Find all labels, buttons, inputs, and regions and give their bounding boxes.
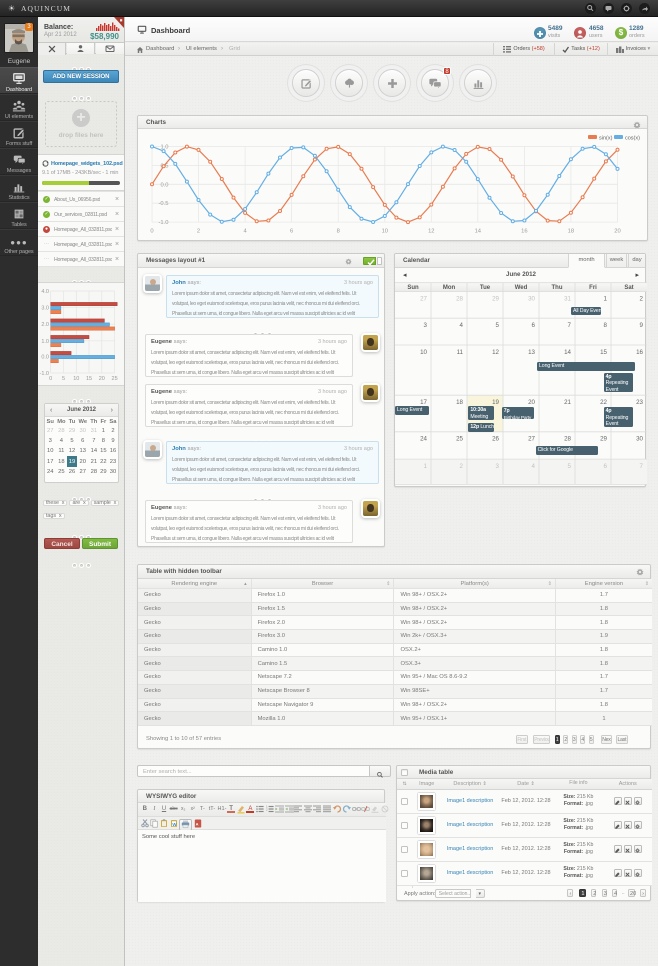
svg-text:1: 1 bbox=[266, 805, 268, 809]
svg-text:24: 24 bbox=[420, 436, 427, 443]
svg-text:23: 23 bbox=[636, 399, 643, 406]
svg-text:30: 30 bbox=[636, 436, 643, 443]
svg-text:3.0: 3.0 bbox=[41, 306, 49, 312]
svg-text:22: 22 bbox=[600, 399, 607, 406]
svg-text:4: 4 bbox=[243, 229, 247, 235]
svg-text:10: 10 bbox=[73, 376, 79, 382]
svg-text:21: 21 bbox=[564, 399, 571, 406]
svg-text:1.0: 1.0 bbox=[41, 339, 49, 345]
svg-text:28: 28 bbox=[456, 295, 463, 302]
svg-text:28: 28 bbox=[564, 436, 571, 443]
svg-text:10: 10 bbox=[420, 349, 427, 356]
svg-text:4: 4 bbox=[460, 322, 464, 329]
svg-text:1: 1 bbox=[604, 295, 608, 302]
svg-text:17: 17 bbox=[420, 399, 427, 406]
svg-text:9: 9 bbox=[640, 322, 644, 329]
svg-text:7: 7 bbox=[568, 322, 572, 329]
svg-text:0: 0 bbox=[49, 376, 52, 382]
svg-text:8: 8 bbox=[604, 322, 608, 329]
svg-text:3: 3 bbox=[424, 322, 428, 329]
svg-text:29: 29 bbox=[492, 295, 499, 302]
svg-text:5: 5 bbox=[496, 322, 500, 329]
svg-text:2: 2 bbox=[640, 295, 644, 302]
svg-text:13: 13 bbox=[528, 349, 535, 356]
svg-text:20: 20 bbox=[99, 376, 105, 382]
svg-text:1.0: 1.0 bbox=[160, 145, 168, 151]
svg-text:6: 6 bbox=[604, 463, 608, 470]
svg-text:14: 14 bbox=[564, 349, 571, 356]
svg-text:5: 5 bbox=[568, 463, 572, 470]
svg-text:16: 16 bbox=[521, 229, 527, 235]
svg-text:30: 30 bbox=[528, 295, 535, 302]
svg-text:-0.5: -0.5 bbox=[159, 201, 169, 207]
svg-text:6: 6 bbox=[532, 322, 536, 329]
svg-text:25: 25 bbox=[112, 376, 118, 382]
svg-text:Sun: Sun bbox=[407, 285, 419, 291]
svg-text:12: 12 bbox=[492, 349, 499, 356]
svg-text:2.0: 2.0 bbox=[41, 322, 49, 328]
svg-text:8: 8 bbox=[337, 229, 340, 235]
svg-text:27: 27 bbox=[420, 295, 427, 302]
svg-text:Wed: Wed bbox=[515, 285, 528, 291]
svg-text:Tue: Tue bbox=[480, 285, 491, 291]
svg-text:19: 19 bbox=[492, 399, 499, 406]
svg-text:2: 2 bbox=[197, 229, 200, 235]
svg-text:14: 14 bbox=[475, 229, 482, 235]
svg-text:31: 31 bbox=[564, 295, 571, 302]
svg-text:Fri: Fri bbox=[589, 285, 597, 291]
svg-text:25: 25 bbox=[456, 436, 463, 443]
svg-text:6: 6 bbox=[290, 229, 293, 235]
svg-text:20: 20 bbox=[528, 399, 535, 406]
svg-text:12: 12 bbox=[428, 229, 434, 235]
svg-text:20: 20 bbox=[614, 229, 620, 235]
svg-text:11: 11 bbox=[457, 349, 464, 356]
svg-text:W: W bbox=[172, 821, 177, 826]
svg-text:18: 18 bbox=[568, 229, 574, 235]
svg-text:18: 18 bbox=[456, 399, 463, 406]
svg-text:16: 16 bbox=[636, 349, 643, 356]
svg-text:7: 7 bbox=[640, 463, 644, 470]
svg-text:-1.0: -1.0 bbox=[40, 371, 49, 377]
svg-text:1: 1 bbox=[424, 463, 428, 470]
svg-text:4.0: 4.0 bbox=[41, 289, 49, 295]
svg-text:26: 26 bbox=[492, 436, 499, 443]
svg-text:0.0: 0.0 bbox=[160, 182, 168, 188]
svg-text:29: 29 bbox=[600, 436, 607, 443]
svg-text:cos(x): cos(x) bbox=[625, 136, 640, 142]
svg-text:4: 4 bbox=[532, 463, 536, 470]
svg-text:2: 2 bbox=[460, 463, 464, 470]
svg-text:10: 10 bbox=[382, 229, 388, 235]
svg-text:3: 3 bbox=[496, 463, 500, 470]
svg-text:-1.0: -1.0 bbox=[159, 220, 169, 226]
svg-text:Mon: Mon bbox=[443, 285, 456, 291]
svg-text:27: 27 bbox=[528, 436, 535, 443]
svg-text:Sat: Sat bbox=[624, 285, 633, 291]
svg-text:A: A bbox=[195, 821, 198, 826]
svg-text:15: 15 bbox=[86, 376, 92, 382]
svg-text:2: 2 bbox=[266, 808, 268, 812]
svg-text:0.0: 0.0 bbox=[41, 354, 49, 360]
svg-text:15: 15 bbox=[600, 349, 607, 356]
svg-text:Thu: Thu bbox=[552, 285, 563, 291]
svg-text:5: 5 bbox=[62, 376, 65, 382]
svg-text:0: 0 bbox=[150, 229, 153, 235]
svg-text:sin(x): sin(x) bbox=[599, 136, 613, 142]
